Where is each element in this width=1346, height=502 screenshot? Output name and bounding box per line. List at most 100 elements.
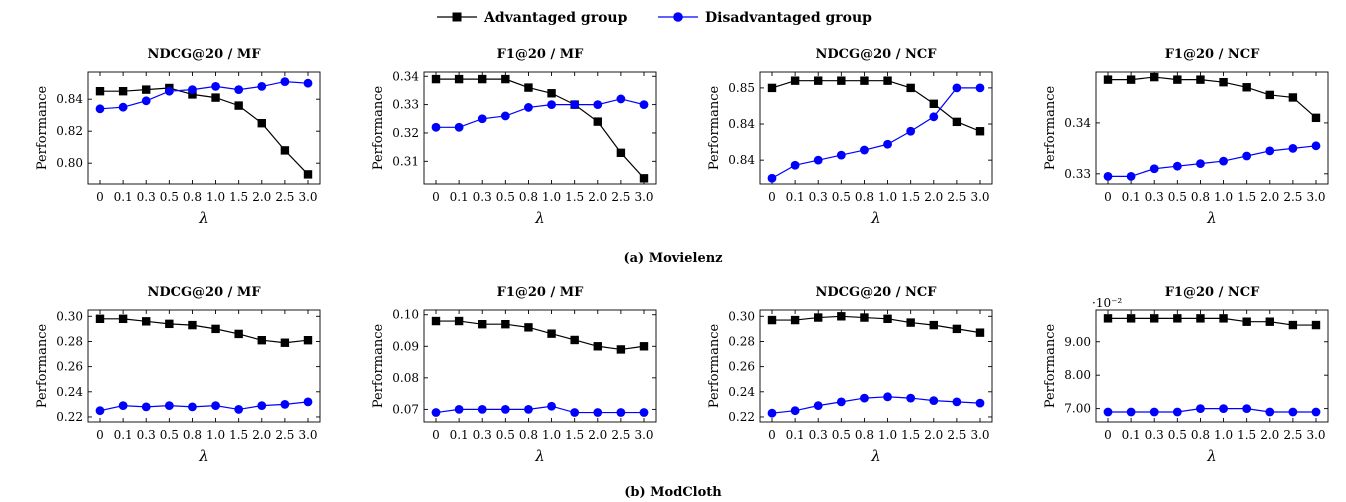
x-tick-label: 2.5 (1283, 428, 1302, 442)
point-advantaged (1173, 314, 1182, 323)
y-tick-label: 0.82 (56, 124, 83, 138)
x-tick-label: 0.5 (832, 190, 851, 204)
point-advantaged (975, 328, 985, 337)
point-advantaged (142, 85, 151, 94)
y-tick-label: 0.10 (392, 308, 419, 322)
point-disadvantaged (906, 126, 916, 136)
point-advantaged (303, 336, 313, 345)
series-line-advantaged (436, 320, 645, 351)
point-disadvantaged (906, 393, 916, 403)
point-disadvantaged (477, 114, 487, 124)
y-axis-label: Performance (35, 86, 50, 171)
point-disadvantaged (1265, 407, 1275, 417)
x-axis-label: λ (198, 209, 209, 227)
y-tick-label: 0.22 (56, 410, 83, 424)
x-tick-label: 0.8 (1191, 190, 1210, 204)
series-line-disadvantaged (99, 401, 309, 412)
x-tick-label: 2.5 (275, 190, 294, 204)
series-line-disadvantaged (771, 396, 981, 414)
x-tick-label: 0.8 (519, 428, 538, 442)
panels: NDCG@20 / MF 0 0.1 0.3 0.5 0.8 1.0 1.5 2.0 2.5 3.0… (35, 47, 1329, 465)
point-advantaged (1103, 75, 1113, 84)
series-line-disadvantaged (771, 87, 980, 179)
point-advantaged (524, 83, 533, 92)
point-advantaged (1288, 93, 1298, 102)
point-disadvantaged (929, 112, 939, 122)
y-tick-label: 0.30 (56, 309, 83, 323)
point-disadvantaged (431, 122, 441, 132)
x-tick-label: 2.5 (611, 190, 630, 204)
point-disadvantaged (280, 77, 290, 86)
x-tick-label: 2.5 (275, 428, 294, 442)
x-tick-label: 3.0 (970, 428, 989, 442)
x-tick-label: 2.0 (924, 428, 943, 442)
chart-panel: NDCG@20 / NCF 0 0.1 0.3 0.5 0.8 1.0 1.5 2.0 2.5 3.… (707, 47, 993, 227)
y-tick-label: 0.80 (56, 156, 83, 170)
point-disadvantaged (975, 83, 985, 93)
x-tick-label: 0.8 (1191, 428, 1210, 442)
x-tick-label: 2.0 (252, 428, 271, 442)
x-axis-label: λ (870, 447, 881, 465)
point-advantaged (211, 93, 220, 102)
point-advantaged (837, 76, 846, 85)
x-tick-label: 1.0 (206, 190, 225, 204)
x-tick-label: 1.5 (229, 190, 248, 204)
chart-panel: F1@20 / NCF 0 0.1 0.3 0.5 0.8 1.0 1.5 2.0 2.5 3.0 7… (1043, 285, 1329, 465)
x-tick-label: 1.0 (542, 428, 561, 442)
point-advantaged (790, 76, 800, 85)
series-line-advantaged (771, 80, 981, 132)
point-disadvantaged (1103, 407, 1113, 417)
point-advantaged (547, 89, 556, 98)
y-tick-label: 0.07 (392, 402, 419, 416)
y-tick-label: 0.34 (392, 69, 419, 83)
point-advantaged (1150, 314, 1159, 323)
x-tick-label: 2.0 (588, 428, 607, 442)
x-tick-label: 1.0 (878, 190, 897, 204)
point-disadvantaged (767, 408, 777, 418)
point-advantaged (501, 319, 510, 329)
x-tick-label: 0.1 (1122, 428, 1141, 442)
point-disadvantaged (95, 104, 105, 114)
point-advantaged (257, 336, 266, 345)
point-disadvantaged (524, 404, 533, 414)
point-disadvantaged (188, 402, 197, 412)
point-advantaged (1219, 314, 1228, 323)
legend-disadvantaged-marker (673, 12, 683, 22)
x-tick-label: 3.0 (298, 428, 317, 442)
point-disadvantaged (860, 145, 869, 155)
x-tick-label: 0.3 (473, 428, 492, 442)
x-tick-label: 1.0 (878, 428, 897, 442)
point-disadvantaged (952, 83, 962, 93)
point-advantaged (280, 146, 290, 155)
y-tick-label: 0.09 (392, 339, 419, 353)
point-disadvantaged (547, 100, 556, 110)
y-tick-label: 0.84 (728, 117, 755, 131)
point-advantaged (1265, 90, 1274, 100)
point-disadvantaged (431, 408, 441, 417)
point-advantaged (188, 320, 197, 330)
point-advantaged (593, 342, 602, 351)
point-disadvantaged (257, 401, 267, 411)
plot-frame (423, 309, 657, 423)
point-disadvantaged (1149, 407, 1159, 417)
point-disadvantaged (883, 139, 892, 149)
series-line-advantaged (100, 87, 309, 175)
chart-title: F1@20 / MF (497, 47, 585, 62)
caption-movielenz: (a) Movielenz (623, 251, 722, 266)
x-tick-label: 0.1 (786, 428, 805, 442)
point-disadvantaged (1196, 159, 1205, 169)
x-tick-label: 0.5 (832, 428, 851, 442)
y-axis-label: Performance (1043, 324, 1058, 409)
point-advantaged (616, 345, 626, 354)
point-disadvantaged (616, 94, 626, 104)
x-tick-label: 0.8 (855, 428, 874, 442)
point-disadvantaged (639, 408, 649, 417)
legend: Advantaged group Disadvantaged group (437, 10, 872, 26)
legend-disadvantaged-label: Disadvantaged group (705, 10, 872, 26)
x-tick-label: 1.5 (901, 190, 920, 204)
point-advantaged (95, 314, 105, 324)
point-advantaged (1219, 77, 1228, 87)
y-tick-label: 0.22 (728, 410, 755, 424)
point-disadvantaged (524, 103, 533, 112)
